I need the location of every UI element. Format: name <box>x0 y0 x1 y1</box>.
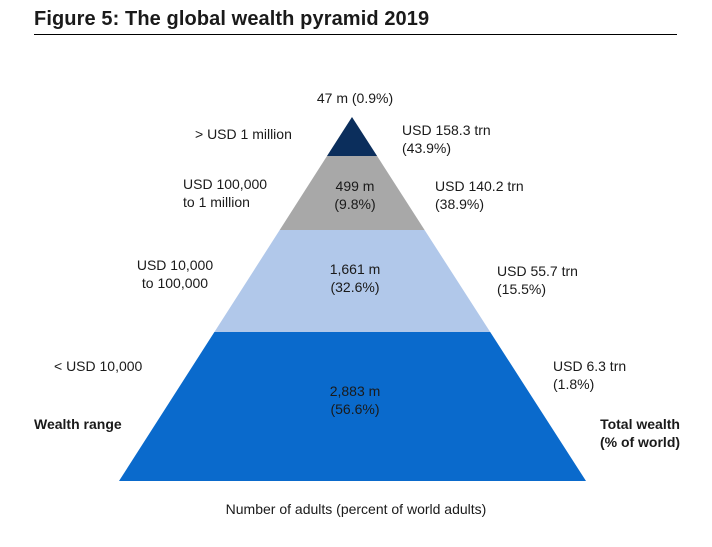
wealth-range-line: USD 100,000 <box>183 176 268 192</box>
adults-label-line: (32.6%) <box>330 279 380 295</box>
adults-label-line: (56.6%) <box>330 401 380 417</box>
wealth-range-label-tier-3: < USD 10,000 <box>54 357 142 375</box>
adults-label-tier-1: 499 m (9.8%) <box>310 177 400 213</box>
adults-label-line: 499 m <box>335 178 375 194</box>
title-rule <box>34 34 677 35</box>
total-wealth-label-tier-0: USD 158.3 trn (43.9%) <box>402 121 491 157</box>
total-wealth-label-tier-3: USD 6.3 trn (1.8%) <box>553 357 626 393</box>
adults-label-tier-2: 1,661 m (32.6%) <box>300 260 410 296</box>
total-wealth-line: (43.9%) <box>402 140 452 156</box>
total-wealth-line: USD 6.3 trn <box>553 358 627 374</box>
total-wealth-line: (1.8%) <box>553 376 595 392</box>
wealth-range-line: < USD 10,000 <box>54 358 143 374</box>
axis-label-line: (% of world) <box>599 434 681 450</box>
wealth-range-line: to 1 million <box>183 194 250 210</box>
adults-label-line: 1,661 m <box>329 261 381 277</box>
adults-label-line: 2,883 m <box>329 383 381 399</box>
wealth-range-line: USD 10,000 <box>136 257 214 273</box>
total-wealth-line: (38.9%) <box>435 196 485 212</box>
pyramid-tier-1 <box>279 156 425 230</box>
total-wealth-axis-label: Total wealth (% of world) <box>575 415 705 451</box>
wealth-range-line: to 100,000 <box>141 275 209 291</box>
wealth-range-axis-label: Wealth range <box>34 416 122 432</box>
adults-label-tier-0: 47 m (0.9%) <box>280 89 430 107</box>
pyramid-tier-2 <box>214 230 491 332</box>
wealth-range-label-tier-2: USD 10,000 to 100,000 <box>120 256 230 292</box>
total-wealth-label-tier-1: USD 140.2 trn (38.9%) <box>435 177 524 213</box>
total-wealth-line: (15.5%) <box>497 281 547 297</box>
axis-label-line: Total wealth <box>600 416 680 432</box>
pyramid-tier-3 <box>119 332 586 481</box>
total-wealth-line: USD 158.3 trn <box>402 122 491 138</box>
total-wealth-label-tier-2: USD 55.7 trn (15.5%) <box>497 262 578 298</box>
total-wealth-line: USD 140.2 trn <box>435 178 524 194</box>
wealth-range-label-tier-1: USD 100,000 to 1 million <box>183 175 267 211</box>
chart-title: Figure 5: The global wealth pyramid 2019 <box>34 8 430 30</box>
adults-label-line: 47 m (0.9%) <box>316 90 394 106</box>
adults-label-tier-3: 2,883 m (56.6%) <box>295 382 415 418</box>
adults-label-line: (9.8%) <box>334 196 376 212</box>
total-wealth-line: USD 55.7 trn <box>497 263 578 279</box>
wealth-range-label-tier-0: > USD 1 million <box>195 125 292 143</box>
x-axis-label: Number of adults (percent of world adult… <box>225 501 487 517</box>
wealth-range-line: > USD 1 million <box>195 126 292 142</box>
pyramid-tier-0 <box>327 117 378 156</box>
